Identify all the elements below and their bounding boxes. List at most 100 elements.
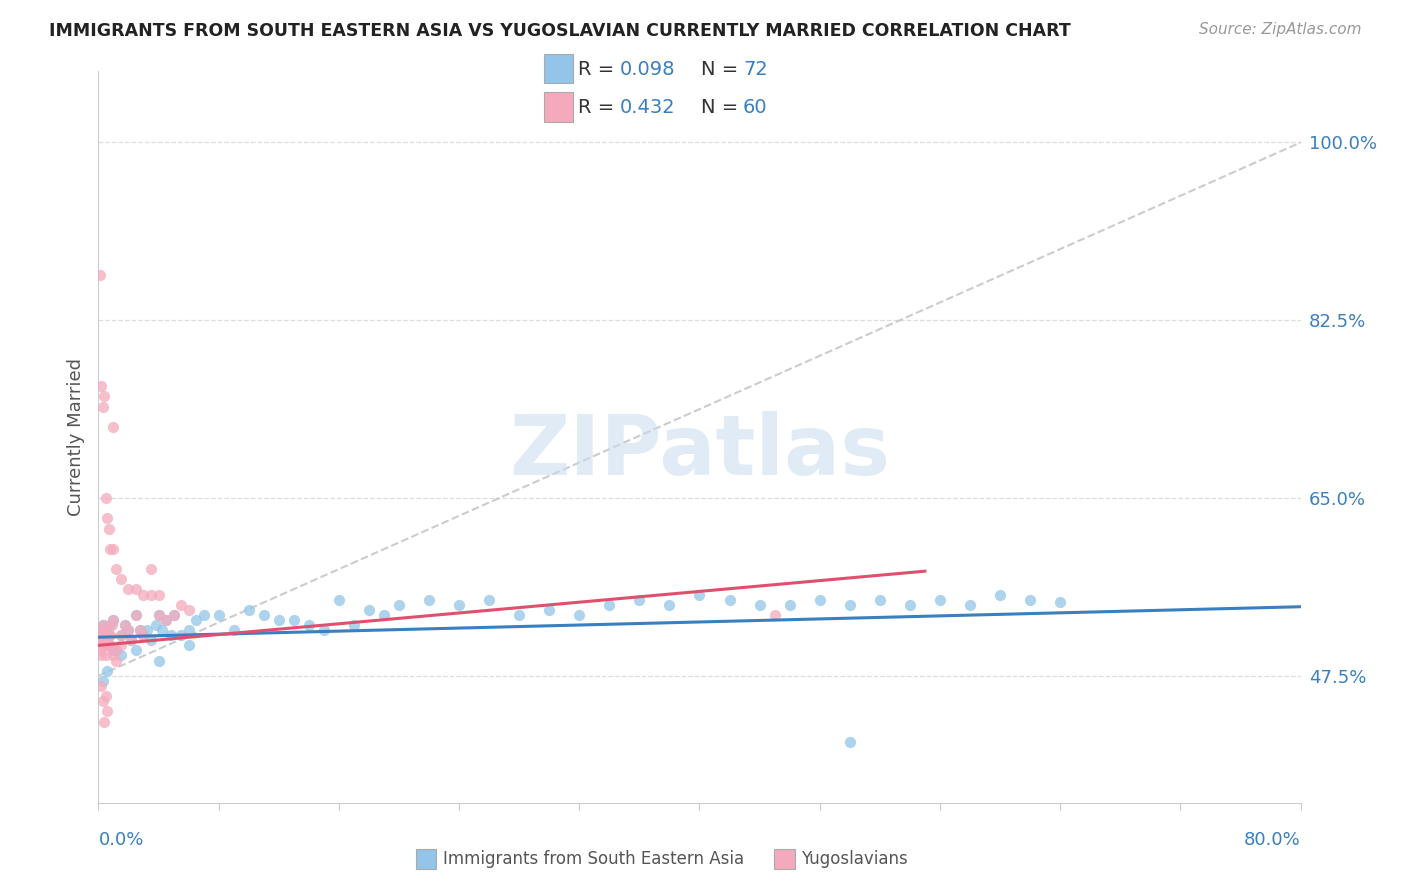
Point	[91, 633, 114, 648]
Point	[779, 598, 801, 612]
Text: Immigrants from South Eastern Asia: Immigrants from South Eastern Asia	[443, 850, 744, 868]
Point	[298, 618, 321, 632]
Point	[93, 638, 115, 652]
Text: 0.0%: 0.0%	[98, 831, 143, 849]
Point	[598, 598, 620, 612]
Point	[96, 633, 118, 648]
Point	[96, 705, 118, 719]
Point	[238, 603, 260, 617]
Point	[90, 628, 112, 642]
Point	[89, 268, 111, 282]
Text: Source: ZipAtlas.com: Source: ZipAtlas.com	[1198, 22, 1361, 37]
Point	[90, 379, 112, 393]
Point	[155, 613, 177, 627]
Point	[129, 623, 152, 637]
Point	[283, 613, 305, 627]
Point	[193, 607, 215, 622]
Point	[150, 623, 173, 637]
Point	[628, 592, 651, 607]
Text: 72: 72	[744, 60, 768, 78]
Point	[418, 592, 440, 607]
Point	[110, 648, 132, 663]
Point	[96, 623, 118, 637]
Point	[103, 541, 125, 556]
Point	[125, 607, 148, 622]
Point	[91, 400, 114, 414]
Point	[139, 588, 162, 602]
Point	[103, 648, 125, 663]
Text: IMMIGRANTS FROM SOUTH EASTERN ASIA VS YUGOSLAVIAN CURRENTLY MARRIED CORRELATION : IMMIGRANTS FROM SOUTH EASTERN ASIA VS YU…	[49, 22, 1071, 40]
Point	[177, 603, 200, 617]
Point	[117, 623, 139, 637]
Text: 80.0%: 80.0%	[1244, 831, 1301, 849]
Bar	[544, 54, 574, 83]
Text: 60: 60	[744, 98, 768, 117]
Point	[91, 694, 114, 708]
Point	[110, 628, 132, 642]
Point	[177, 638, 200, 652]
Point	[148, 607, 170, 622]
Point	[145, 618, 167, 632]
Bar	[544, 93, 574, 122]
Point	[93, 389, 115, 403]
Point	[91, 618, 114, 632]
Point	[90, 628, 112, 642]
Text: 0.098: 0.098	[619, 60, 675, 78]
Point	[121, 633, 143, 648]
Point	[103, 420, 125, 434]
Point	[89, 623, 111, 637]
Point	[96, 664, 118, 678]
Bar	[416, 848, 436, 869]
Point	[94, 648, 117, 663]
Point	[148, 654, 170, 668]
Point	[125, 607, 148, 622]
Point	[538, 603, 561, 617]
Point	[1049, 595, 1071, 609]
Point	[103, 613, 125, 627]
Point	[162, 607, 184, 622]
Point	[312, 623, 335, 637]
Point	[100, 618, 122, 632]
Point	[568, 607, 591, 622]
Point	[91, 618, 114, 632]
Point	[89, 633, 111, 648]
Point	[89, 643, 111, 657]
Point	[155, 613, 177, 627]
Bar	[775, 848, 794, 869]
Point	[267, 613, 290, 627]
Point	[177, 623, 200, 637]
Point	[90, 648, 112, 663]
Point	[132, 628, 155, 642]
Point	[718, 592, 741, 607]
Point	[105, 643, 128, 657]
Text: N =: N =	[702, 60, 745, 78]
Point	[105, 654, 128, 668]
Point	[110, 628, 132, 642]
Point	[94, 491, 117, 505]
Point	[97, 628, 120, 642]
Point	[97, 628, 120, 642]
Point	[869, 592, 891, 607]
Text: N =: N =	[702, 98, 745, 117]
Point	[508, 607, 530, 622]
Point	[373, 607, 395, 622]
Point	[253, 607, 276, 622]
Point	[101, 618, 124, 632]
Point	[121, 633, 143, 648]
Point	[89, 623, 111, 637]
Point	[170, 628, 193, 642]
Point	[90, 638, 112, 652]
Point	[94, 638, 117, 652]
Point	[96, 623, 118, 637]
Point	[170, 598, 193, 612]
Point	[94, 638, 117, 652]
Point	[208, 607, 231, 622]
Point	[97, 522, 120, 536]
Point	[688, 588, 710, 602]
Point	[388, 598, 411, 612]
Point	[222, 623, 245, 637]
Point	[110, 638, 132, 652]
Point	[103, 613, 125, 627]
Text: R =: R =	[578, 60, 620, 78]
Point	[148, 588, 170, 602]
